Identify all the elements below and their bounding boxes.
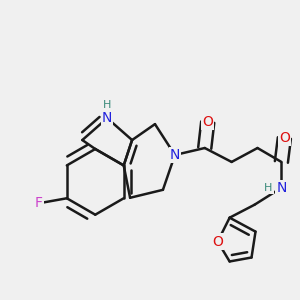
Text: F: F <box>35 196 43 210</box>
Text: O: O <box>279 131 290 145</box>
Text: H: H <box>264 183 273 193</box>
Text: H: H <box>103 100 111 110</box>
Text: O: O <box>202 115 213 129</box>
Text: N: N <box>170 148 180 162</box>
Text: N: N <box>102 111 112 125</box>
Text: O: O <box>212 235 223 249</box>
Text: N: N <box>276 181 286 195</box>
